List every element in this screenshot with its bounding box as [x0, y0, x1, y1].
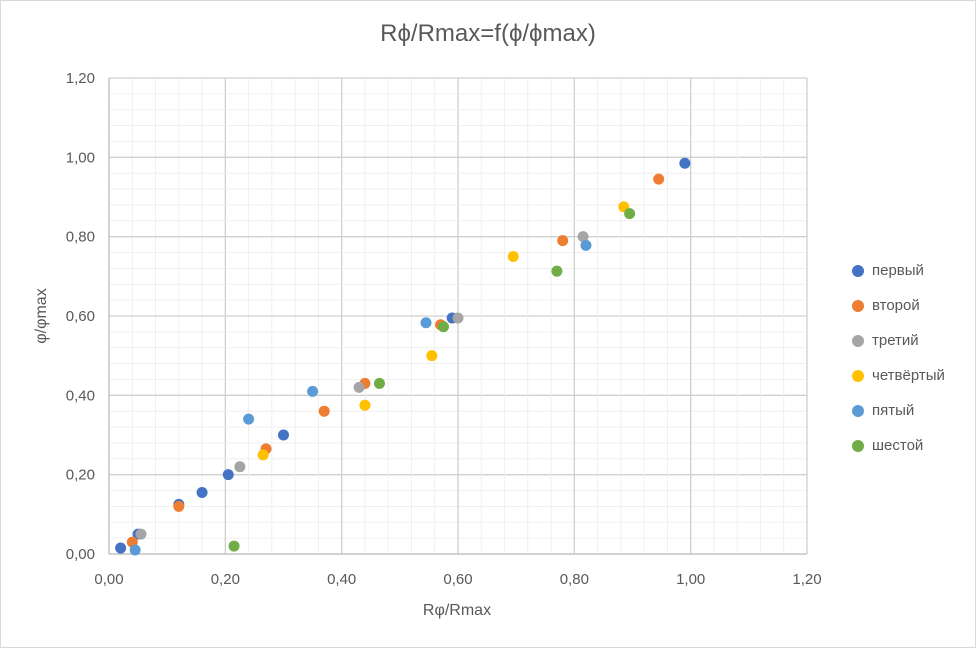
legend-marker	[852, 404, 864, 417]
legend-marker	[852, 299, 864, 312]
legend-item: четвёртый	[852, 358, 945, 393]
legend-label: четвёртый	[872, 367, 945, 384]
legend-item: третий	[852, 323, 945, 358]
data-point	[234, 461, 246, 473]
data-point	[653, 173, 665, 185]
data-point	[243, 413, 255, 425]
legend-item: второй	[852, 288, 945, 323]
y-tick-label: 0,40	[66, 387, 95, 404]
legend-label: шестой	[872, 437, 924, 454]
x-tick-label: 0,00	[94, 571, 123, 588]
data-point	[580, 239, 592, 251]
y-tick-label: 0,60	[66, 308, 95, 325]
data-point	[437, 321, 449, 333]
data-point	[228, 540, 240, 552]
data-point	[115, 542, 127, 554]
data-point	[278, 429, 289, 441]
y-tick-label: 0,00	[66, 546, 95, 563]
data-point	[551, 265, 563, 277]
data-point	[679, 157, 691, 169]
y-axis-title: φ/φmax	[33, 288, 50, 343]
y-tick-label: 1,20	[66, 70, 95, 87]
data-point	[373, 377, 385, 389]
legend-marker	[852, 264, 864, 277]
data-point	[353, 381, 365, 393]
x-tick-label: 0,40	[327, 571, 356, 588]
legend-label: первый	[872, 262, 924, 279]
legend-marker	[852, 369, 864, 382]
legend-label: пятый	[872, 402, 915, 419]
data-point	[624, 208, 636, 220]
y-tick-label: 1,00	[66, 149, 95, 166]
x-tick-label: 0,60	[443, 571, 472, 588]
x-axis-title: Rφ/Rmax	[423, 602, 491, 619]
x-tick-label: 0,20	[211, 571, 240, 588]
legend-marker	[852, 439, 864, 452]
data-point	[129, 544, 141, 556]
x-tick-label: 0,80	[560, 571, 589, 588]
legend-label: второй	[872, 297, 920, 314]
y-axis-tick-labels: 0,00 0,20 0,40 0,60 0,80 1,00 1,20	[66, 70, 95, 563]
data-point	[577, 231, 589, 243]
legend-item: пятый	[852, 393, 945, 428]
data-point	[452, 312, 464, 324]
data-points	[115, 157, 691, 556]
legend-item: шестой	[852, 428, 945, 463]
legend-marker	[852, 334, 864, 347]
data-point	[173, 500, 185, 512]
data-point	[222, 469, 234, 481]
data-point	[420, 317, 432, 329]
y-tick-label: 0,20	[66, 467, 95, 484]
chart-legend: первый второй третий четвёртый пятый шестой	[852, 253, 945, 463]
x-tick-label: 1,20	[792, 571, 821, 588]
data-point	[557, 235, 569, 247]
data-point	[507, 251, 519, 262]
data-point	[307, 385, 319, 397]
data-point	[257, 449, 269, 461]
data-point	[426, 350, 438, 362]
legend-label: третий	[872, 332, 919, 349]
legend-item: первый	[852, 253, 945, 288]
chart-title: Rϕ/Rmax=f(ϕ/ϕmax)	[380, 20, 596, 47]
data-point	[359, 399, 371, 411]
x-axis-tick-labels: 0,00 0,20 0,40 0,60 0,80 1,00 1,20	[94, 571, 821, 588]
y-tick-label: 0,80	[66, 229, 95, 246]
data-point	[318, 405, 330, 417]
x-tick-label: 1,00	[676, 571, 705, 588]
data-point	[196, 487, 208, 499]
data-point	[135, 528, 147, 540]
